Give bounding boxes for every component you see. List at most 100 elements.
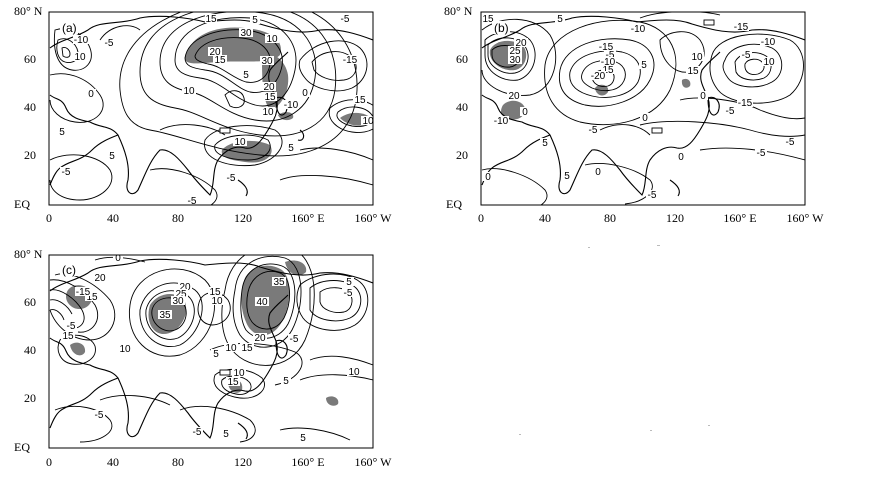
panel-c-map: 0 20 15 20 25 -15 30 15 10 35 35 40 -5 2… xyxy=(49,253,373,444)
x-tick-label: 160° E xyxy=(291,455,324,469)
contour-label: 0 xyxy=(302,88,308,99)
contour-label: 15 xyxy=(227,377,239,388)
contour-label: 0 xyxy=(700,91,706,102)
contour-label: 10 xyxy=(119,344,131,355)
panel-b-contour-labels: 15 5 -15 -10 25 30 -15 -10 20 -5 -10 15 … xyxy=(481,14,796,201)
contour-label: 0 xyxy=(485,172,491,183)
contour-label: 10 xyxy=(691,52,703,63)
contour-label: 5 xyxy=(59,127,65,138)
contour-label: -10 xyxy=(631,24,646,35)
contour-label: 20 xyxy=(515,38,527,49)
contour-label: -15 xyxy=(343,55,358,66)
y-tick-label: EQ xyxy=(14,197,30,211)
x-tick-label: 160° E xyxy=(291,211,324,225)
contour-label: -10 xyxy=(761,37,776,48)
contour-label: 15 xyxy=(86,292,98,303)
y-tick-label: 40 xyxy=(456,100,468,114)
contour-label: -5 xyxy=(95,410,104,421)
contour-label: 5 xyxy=(300,433,306,444)
x-tick-label: 80 xyxy=(172,211,184,225)
contour-label: 0 xyxy=(678,152,684,163)
contour-label: 35 xyxy=(273,277,285,288)
panel-b-frame xyxy=(480,11,806,206)
x-tick-label: 40 xyxy=(107,455,119,469)
contour-label: -5 xyxy=(757,148,766,159)
contour-label: 5 xyxy=(109,151,115,162)
panel-b-contours xyxy=(481,12,805,205)
y-tick-label: 60 xyxy=(24,295,36,309)
panel-c-frame xyxy=(48,254,374,449)
contour-label: 20 xyxy=(94,273,106,284)
contour-label: 5 xyxy=(213,349,219,360)
y-tick-label: 20 xyxy=(24,148,36,162)
panel-a-map: 15 30 20 10 15 5 -10 10 -5 0 -15 -5 30 2… xyxy=(49,12,374,207)
contour-label: 10 xyxy=(233,368,245,379)
x-tick-label: 120 xyxy=(666,211,684,225)
contour-label: 15 xyxy=(241,343,253,354)
contour-label: 15 xyxy=(209,287,221,298)
contour-label: -5 xyxy=(648,190,657,201)
panel-a-station-marker xyxy=(219,127,231,134)
contour-label: -5 xyxy=(742,50,751,61)
contour-label: 30 xyxy=(172,296,184,307)
contour-label: 10 xyxy=(763,57,775,68)
contour-label: 15 xyxy=(264,92,276,103)
panel-a-y-axis: 80° N 60 40 20 EQ xyxy=(14,4,43,211)
contour-label: 5 xyxy=(557,14,563,25)
contour-label: 25 xyxy=(509,46,521,57)
contour-label: 10 xyxy=(266,34,278,45)
y-tick-label: 20 xyxy=(24,391,36,405)
panel-c-y-axis: 80° N 60 40 20 EQ xyxy=(14,247,43,454)
contour-label: -10 xyxy=(494,116,509,127)
x-tick-label: 0 xyxy=(46,455,52,469)
panel-a: 15 30 20 10 15 5 -10 10 -5 0 -15 -5 30 2… xyxy=(14,4,392,225)
contour-label: 15 xyxy=(602,65,614,76)
y-tick-label: EQ xyxy=(446,197,462,211)
contour-label: 10 xyxy=(348,367,360,378)
contour-label: -20 xyxy=(591,71,606,82)
panel-a-x-axis: 0 40 80 120 160° E 160° W xyxy=(46,211,392,225)
contour-label: 5 xyxy=(283,376,289,387)
contour-label: 5 xyxy=(252,15,258,26)
y-tick-label: 20 xyxy=(456,148,468,162)
y-tick-label: 80° N xyxy=(14,247,43,261)
contour-label: -5 xyxy=(67,321,76,332)
panel-a-label: (a) xyxy=(62,21,77,35)
contour-label: 0 xyxy=(115,253,121,264)
x-tick-label: 80 xyxy=(604,211,616,225)
panel-b-y-axis: 80° N 60 40 20 EQ xyxy=(444,4,473,211)
panel-c: 0 20 15 20 25 -15 30 15 10 35 35 40 -5 2… xyxy=(14,247,392,469)
panel-c-station-marker xyxy=(219,369,231,376)
x-tick-label: 160° E xyxy=(723,211,756,225)
contour-label: 5 xyxy=(564,171,570,182)
x-tick-label: 120 xyxy=(234,455,252,469)
x-tick-label: 40 xyxy=(539,211,551,225)
contour-label: 10 xyxy=(362,116,374,127)
panel-c-contours xyxy=(49,255,373,443)
contour-label: -5 xyxy=(786,137,795,148)
contour-label: 0 xyxy=(88,89,94,100)
x-tick-label: 120 xyxy=(234,211,252,225)
panel-b-coastlines xyxy=(481,15,805,197)
x-tick-label: 0 xyxy=(46,211,52,225)
contour-label: 5 xyxy=(223,429,229,440)
contour-label: -5 xyxy=(105,38,114,49)
contour-label: 5 xyxy=(641,60,647,71)
contour-label: 5 xyxy=(288,143,294,154)
contour-label: -5 xyxy=(188,196,197,207)
contour-label: 10 xyxy=(262,107,274,118)
contour-label: 15 xyxy=(205,14,217,25)
contour-label: 0 xyxy=(522,107,528,118)
contour-label: 20 xyxy=(209,47,221,58)
panel-a-coastlines xyxy=(49,15,373,197)
contour-label: -15 xyxy=(76,287,91,298)
contour-label: 15 xyxy=(687,66,699,77)
contour-label: 15 xyxy=(482,14,494,25)
contour-label: 15 xyxy=(214,55,226,66)
contour-label: -5 xyxy=(589,125,598,136)
contour-label: 30 xyxy=(240,28,252,39)
panel-a-contour-labels: 15 30 20 10 15 5 -10 10 -5 0 -15 -5 30 2… xyxy=(57,14,374,207)
panel-c-contour-labels: 0 20 15 20 25 -15 30 15 10 35 35 40 -5 2… xyxy=(61,253,361,444)
x-tick-label: 80 xyxy=(172,455,184,469)
contour-label: 15 xyxy=(354,95,366,106)
